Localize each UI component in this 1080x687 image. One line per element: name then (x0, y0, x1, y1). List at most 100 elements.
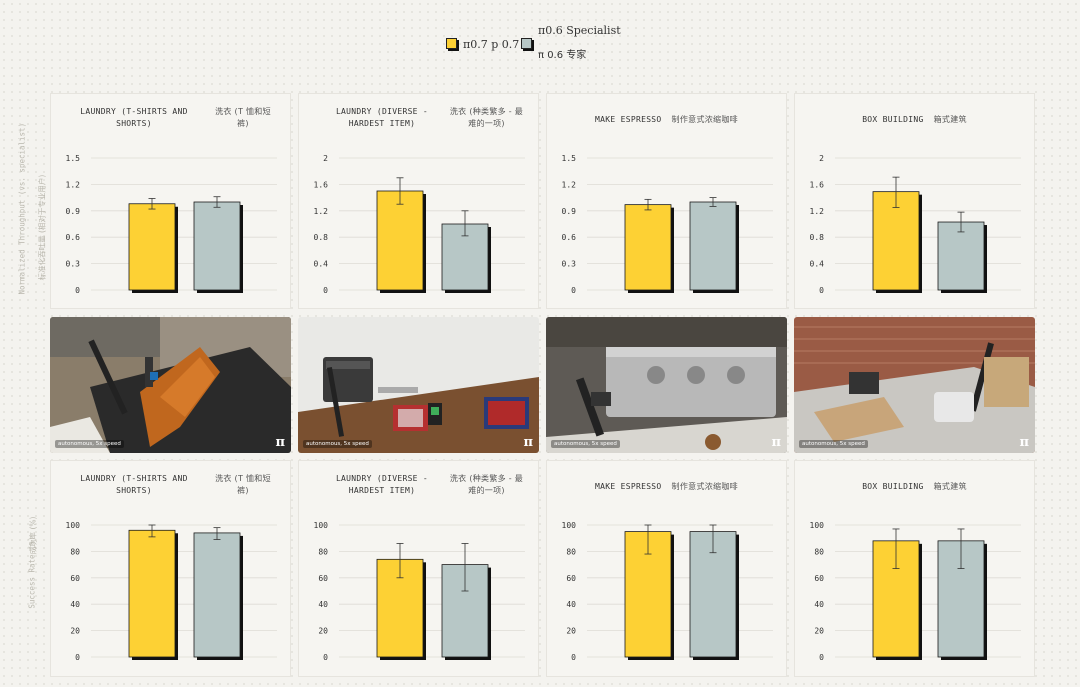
robot-box-photo: autonomous, 5x speed π (794, 317, 1035, 453)
y-label-throughput-zh: 标准化吞吐量 (相对于专业用户) (37, 174, 47, 281)
y-tick-label: 80 (566, 547, 576, 556)
bar-chart-throughput-box: 0 0.4 0.8 1.2 1.6 2 (810, 154, 1021, 295)
y-tick-label: 0.3 (66, 260, 81, 269)
y-tick-label: 20 (566, 627, 576, 636)
y-label-throughput: Normalized Throughput (vs. specialist) (17, 122, 27, 295)
bar-chart-throughput-laundry-diverse: 0 0.4 0.8 1.2 1.6 2 (314, 154, 525, 295)
y-tick-label: 80 (814, 547, 824, 556)
bar-pi06 (689, 201, 737, 291)
legend-swatch-pi06 (521, 38, 532, 49)
bar-pi06 (937, 221, 985, 291)
chart-panel-throughput-laundry: LAUNDRY (T-SHIRTS AND SHORTS) 洗衣 (T 恤和短 … (50, 93, 291, 309)
y-tick-label: 0.9 (562, 207, 577, 216)
y-tick-label: 2 (819, 154, 824, 163)
y-tick-label: 1.5 (562, 154, 577, 163)
y-tick-label: 1.2 (562, 180, 577, 189)
chart-title: BOX BUILDING 箱式建筑 (862, 482, 967, 491)
robot-espresso-photo: autonomous, 5x speed π (546, 317, 787, 453)
chart-panel-throughput-espresso: MAKE ESPRESSO 制作意式浓缩咖啡 0 0.3 0.6 0.9 1.2 1.5 (546, 93, 787, 309)
y-tick-label: 100 (314, 521, 329, 530)
y-label-success-zh: 成功率 (%) (28, 516, 38, 555)
legend-label-pi06: π0.6 Specialist (538, 24, 621, 37)
y-tick-label: 0 (571, 286, 576, 295)
chart-title: MAKE ESPRESSO 制作意式浓缩咖啡 (595, 482, 738, 491)
bar-chart-throughput-laundry: 0 0.3 0.6 0.9 1.2 1.5 (66, 154, 277, 295)
y-tick-label: 60 (70, 574, 80, 583)
y-tick-label: 1.2 (314, 207, 329, 216)
robot-laundry-diverse-photo: autonomous, 5x speed π (298, 317, 539, 453)
y-tick-label: 0.4 (314, 260, 329, 269)
y-tick-label: 0 (75, 286, 80, 295)
y-tick-label: 0 (571, 653, 576, 662)
chart-title: LAUNDRY (T-SHIRTS AND SHORTS) (80, 474, 188, 495)
bar-chart-success-espresso: 0 20 40 60 80 100 (562, 521, 773, 662)
y-tick-label: 0.9 (66, 207, 81, 216)
y-tick-label: 0 (75, 653, 80, 662)
robot-laundry-diverse-illustration (298, 317, 539, 453)
bar-chart-success-laundry-diverse: 0 20 40 60 80 100 (314, 521, 525, 662)
y-tick-label: 1.2 (810, 207, 825, 216)
chart-title-zh: 制作意式浓缩咖啡 (671, 482, 738, 491)
bar-chart-success-laundry: 0 20 40 60 80 100 (66, 521, 277, 662)
chart-title-zh: 箱式建筑 (933, 115, 967, 124)
y-tick-label: 100 (810, 521, 825, 530)
chart-panel-throughput-box: BOX BUILDING 箱式建筑 0 0.4 0.8 1.2 1.6 2 (794, 93, 1035, 309)
y-tick-label: 20 (814, 627, 824, 636)
pi-logo-icon: π (771, 435, 781, 450)
legend: π0.7 p 0.7 π0.6 Specialist π 0.6 专家 (444, 22, 664, 66)
y-tick-label: 0.4 (810, 260, 825, 269)
y-tick-label: 0.8 (314, 233, 329, 242)
chart-panel-success-laundry: LAUNDRY (T-SHIRTS AND SHORTS) 洗衣 (T 恤和短 … (50, 460, 291, 677)
chart-title: BOX BUILDING 箱式建筑 (862, 115, 967, 124)
photo-caption: autonomous, 5x speed (55, 440, 124, 448)
chart-panel-success-espresso: MAKE ESPRESSO 制作意式浓缩咖啡 0 20 40 60 80 100 (546, 460, 787, 677)
y-tick-label: 1.6 (810, 180, 825, 189)
bar-chart-throughput-espresso: 0 0.3 0.6 0.9 1.2 1.5 (562, 154, 773, 295)
y-tick-label: 80 (70, 547, 80, 556)
y-tick-label: 0.3 (562, 260, 577, 269)
robot-box-illustration (794, 317, 1035, 453)
y-tick-label: 60 (318, 574, 328, 583)
y-tick-label: 0 (819, 653, 824, 662)
chart-title: LAUNDRY (DIVERSE - HARDEST ITEM) (335, 474, 429, 495)
bar-pi07 (128, 529, 176, 658)
robot-espresso-illustration (546, 317, 787, 453)
chart-panel-throughput-laundry-diverse: LAUNDRY (DIVERSE - HARDEST ITEM) 洗衣 (种类繁… (298, 93, 539, 309)
chart-title: LAUNDRY (DIVERSE - HARDEST ITEM) (335, 107, 429, 128)
chart-title-zh: 洗衣 (T 恤和短 裤) (215, 474, 271, 495)
bar-pi07 (128, 203, 176, 291)
photo-caption: autonomous, 5x speed (551, 440, 620, 448)
chart-title-zh: 制作意式浓缩咖啡 (671, 115, 738, 124)
bar-pi07 (872, 540, 920, 658)
chart-title: LAUNDRY (T-SHIRTS AND SHORTS) (80, 107, 188, 128)
pi-logo-icon: π (523, 435, 533, 450)
robot-laundry-illustration (50, 317, 291, 453)
legend-label-pi07: π0.7 p 0.7 (463, 38, 520, 51)
bar-chart-success-box: 0 20 40 60 80 100 (810, 521, 1021, 662)
chart-title-zh: 洗衣 (种类繁多 - 最 难的一项) (449, 107, 524, 128)
robot-laundry-photo: autonomous, 5x speed π (50, 317, 291, 453)
photo-caption: autonomous, 5x speed (799, 440, 868, 448)
legend-swatch-pi07 (446, 38, 457, 49)
legend-label-pi06-zh: π 0.6 专家 (538, 50, 587, 61)
chart-title-zh: 洗衣 (T 恤和短 裤) (215, 107, 271, 128)
y-tick-label: 0.8 (810, 233, 825, 242)
chart-title: MAKE ESPRESSO 制作意式浓缩咖啡 (595, 115, 738, 124)
y-tick-label: 2 (323, 154, 328, 163)
y-tick-label: 0 (323, 653, 328, 662)
bar-pi06 (193, 201, 241, 291)
y-tick-label: 0 (323, 286, 328, 295)
chart-title-zh: 箱式建筑 (933, 482, 967, 491)
y-tick-label: 1.6 (314, 180, 329, 189)
y-tick-label: 0.6 (66, 233, 81, 242)
y-tick-label: 20 (318, 627, 328, 636)
chart-title-zh: 洗衣 (种类繁多 - 最 难的一项) (449, 474, 524, 495)
y-tick-label: 40 (814, 600, 824, 609)
y-tick-label: 100 (66, 521, 81, 530)
y-tick-label: 40 (566, 600, 576, 609)
chart-panel-success-laundry-diverse: LAUNDRY (DIVERSE - HARDEST ITEM) 洗衣 (种类繁… (298, 460, 539, 677)
chart-panel-success-box: BOX BUILDING 箱式建筑 0 20 40 60 80 100 (794, 460, 1035, 677)
y-tick-label: 40 (70, 600, 80, 609)
y-tick-label: 1.5 (66, 154, 81, 163)
pi-logo-icon: π (1019, 435, 1029, 450)
